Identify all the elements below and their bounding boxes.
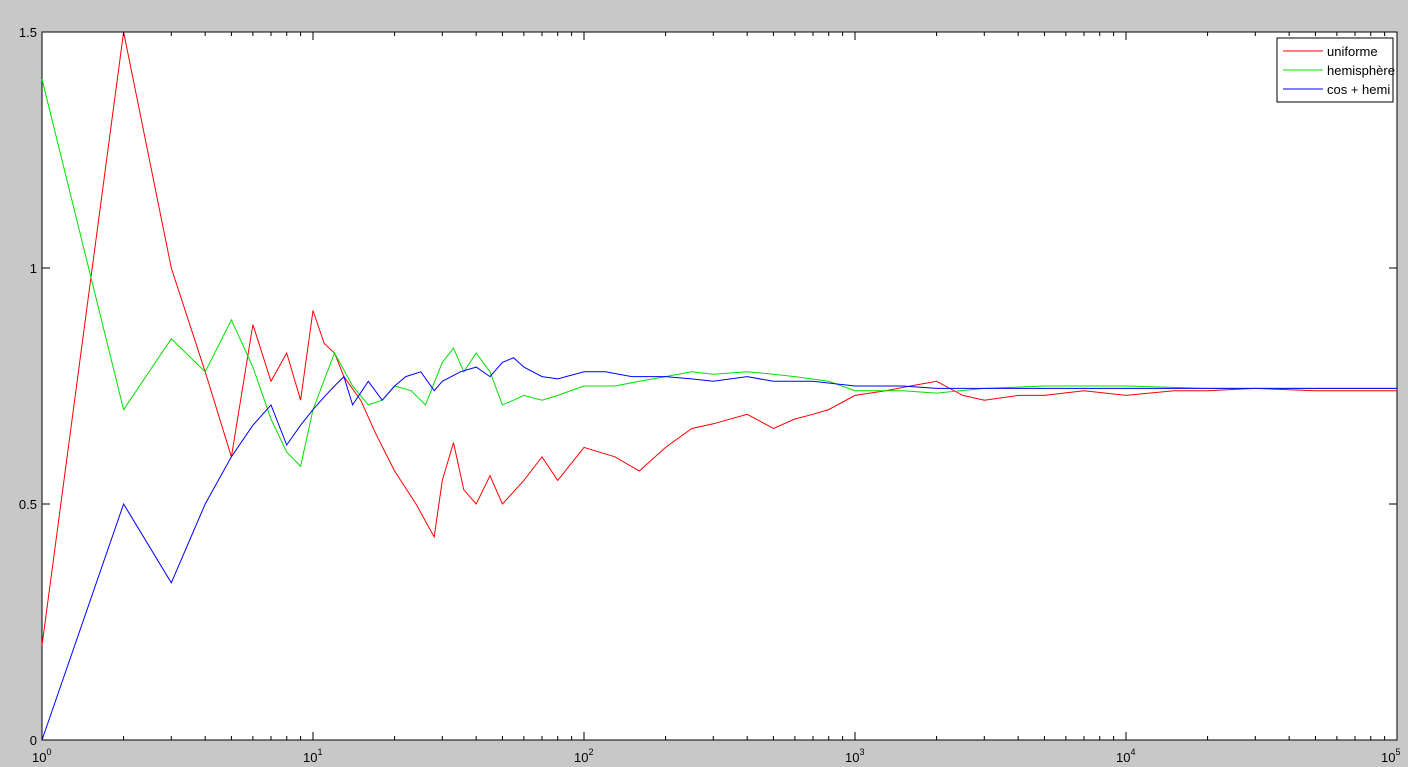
x-tick-label-exponent: 1 [317,747,322,757]
x-tick-label-base: 10 [574,750,588,765]
legend-entry-label: cos + hemi [1327,82,1390,97]
plot-area [41,31,1398,741]
x-tick-label-exponent: 0 [46,747,51,757]
x-tick-label: 104 [1116,747,1135,765]
x-tick-label-base: 10 [1381,750,1395,765]
legend: uniforme hemisphère cos + hemi [1276,37,1395,103]
x-tick-label: 101 [303,747,322,765]
x-tick-label-base: 10 [303,750,317,765]
series-layer [41,31,1397,741]
x-tick-label-base: 10 [845,750,859,765]
legend-entry-label: uniforme [1327,44,1378,59]
x-tick-label-base: 10 [1116,750,1130,765]
x-tick-label-exponent: 3 [859,747,864,757]
x-tick-label-exponent: 2 [588,747,593,757]
x-tick-label: 102 [574,747,593,765]
legend-entry-label: hemisphère [1327,63,1395,78]
series-line-0 [41,31,1397,646]
y-tick-label: 0 [30,733,37,748]
x-tick-label-exponent: 4 [1130,747,1135,757]
y-tick-label: 1 [30,261,37,276]
y-tick-label: 1.5 [19,25,37,40]
x-tick-label-exponent: 5 [1395,747,1400,757]
x-tick-label: 100 [32,747,51,765]
y-tick-label: 0.5 [19,497,37,512]
series-line-1 [41,79,1397,468]
x-tick-label-base: 10 [32,750,46,765]
x-tick-label: 105 [1381,747,1400,765]
x-tick-label: 103 [845,747,864,765]
series-line-2 [41,357,1397,741]
